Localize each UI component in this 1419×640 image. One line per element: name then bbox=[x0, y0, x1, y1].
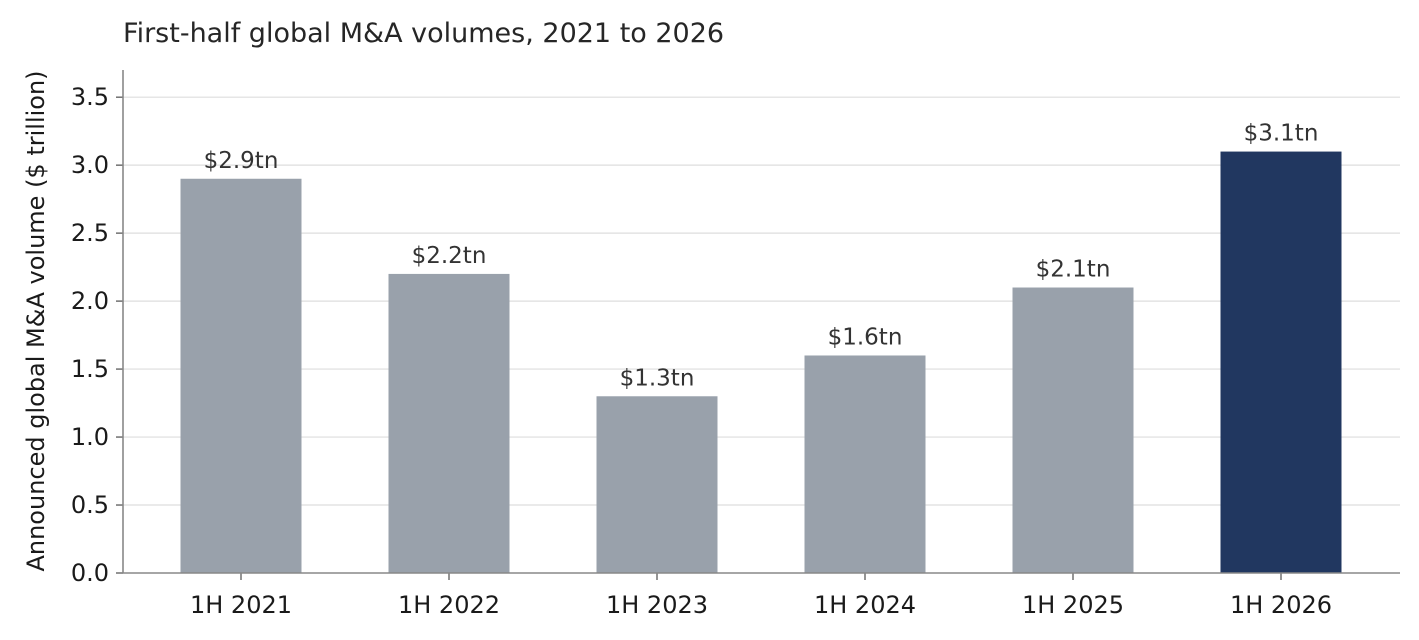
y-tick-label: 2.5 bbox=[71, 219, 109, 247]
data-label: $2.1tn bbox=[1036, 257, 1111, 283]
bar-1h-2023 bbox=[596, 396, 718, 573]
y-tick-label: 3.0 bbox=[71, 151, 109, 179]
axes bbox=[116, 70, 1400, 580]
y-axis-label: Announced global M&A volume ($ trillion) bbox=[22, 70, 50, 571]
bar-1h-2024 bbox=[804, 355, 926, 573]
x-tick-label: 1H 2024 bbox=[814, 591, 916, 619]
x-tick-label: 1H 2026 bbox=[1230, 591, 1332, 619]
x-tick-label: 1H 2025 bbox=[1022, 591, 1124, 619]
data-label: $3.1tn bbox=[1244, 121, 1319, 147]
x-tick-label: 1H 2023 bbox=[606, 591, 708, 619]
y-tick-label: 1.5 bbox=[71, 355, 109, 383]
y-tick-label: 0.5 bbox=[71, 491, 109, 519]
bar-1h-2021 bbox=[180, 178, 302, 573]
bars bbox=[180, 151, 1342, 573]
chart-title: First-half global M&A volumes, 2021 to 2… bbox=[123, 18, 724, 49]
bar-1h-2026 bbox=[1220, 151, 1342, 573]
x-tick-label: 1H 2021 bbox=[190, 591, 292, 619]
data-label: $2.2tn bbox=[412, 243, 487, 269]
data-label: $1.3tn bbox=[620, 365, 695, 391]
bar-1h-2025 bbox=[1012, 287, 1134, 573]
gridlines bbox=[123, 96, 1400, 506]
y-tick-label: 3.5 bbox=[71, 83, 109, 111]
x-tick-label: 1H 2022 bbox=[398, 591, 500, 619]
data-label: $1.6tn bbox=[828, 324, 903, 350]
labels: 0.0 0.5 1.0 1.5 2.0 2.5 3.0 3.5 $2.9tn 1H 2021 $2.… bbox=[71, 83, 1332, 619]
bar-1h-2022 bbox=[388, 273, 510, 573]
y-tick-label: 2.0 bbox=[71, 287, 109, 315]
y-tick-label: 1.0 bbox=[71, 423, 109, 451]
y-tick-label: 0.0 bbox=[71, 559, 109, 587]
data-label: $2.9tn bbox=[204, 148, 279, 174]
